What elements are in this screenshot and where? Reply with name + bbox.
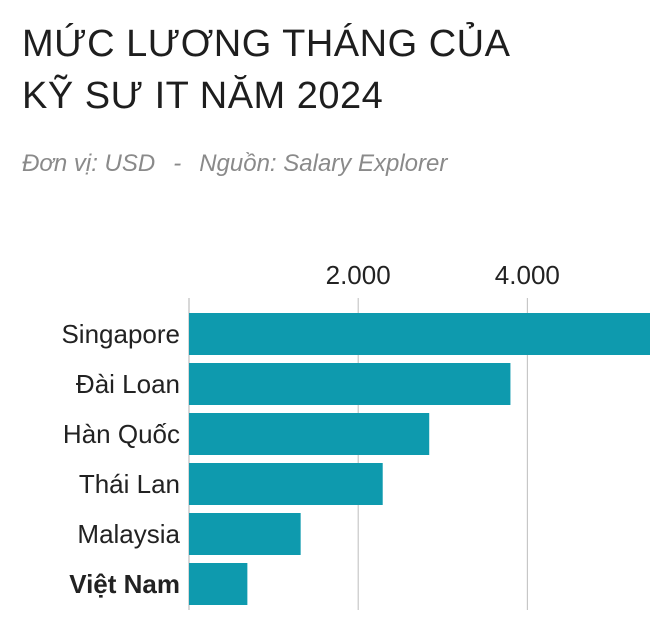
unit-label: Đơn vị: USD	[22, 150, 156, 177]
bar-singapore	[189, 313, 650, 355]
category-label-viet-nam: Việt Nam	[69, 569, 180, 599]
bar-han-quoc	[189, 413, 430, 455]
bar-malaysia	[189, 513, 301, 555]
source-label: Nguồn: Salary Explorer	[199, 150, 448, 177]
category-label-singapore: Singapore	[61, 319, 180, 349]
x-tick-label-2000: 2.000	[326, 260, 391, 290]
bar-viet-nam	[189, 563, 248, 605]
chart-subtitle: Đơn vị: USD - Nguồn: Salary Explorer	[22, 150, 447, 178]
category-label-han-quoc: Hàn Quốc	[63, 419, 180, 449]
bar-dai-loan	[189, 363, 511, 405]
category-label-thai-lan: Thái Lan	[79, 469, 180, 499]
chart-title: MỨC LƯƠNG THÁNG CỦA KỸ SƯ IT NĂM 2024	[22, 18, 510, 122]
category-label-dai-loan: Đài Loan	[76, 369, 180, 399]
x-tick-label-4000: 4.000	[495, 260, 560, 290]
subtitle-separator: -	[173, 150, 182, 177]
bar-thai-lan	[189, 463, 383, 505]
title-line-2: KỸ SƯ IT NĂM 2024	[22, 75, 384, 117]
title-line-1: MỨC LƯƠNG THÁNG CỦA	[22, 23, 511, 65]
category-label-malaysia: Malaysia	[77, 519, 180, 549]
